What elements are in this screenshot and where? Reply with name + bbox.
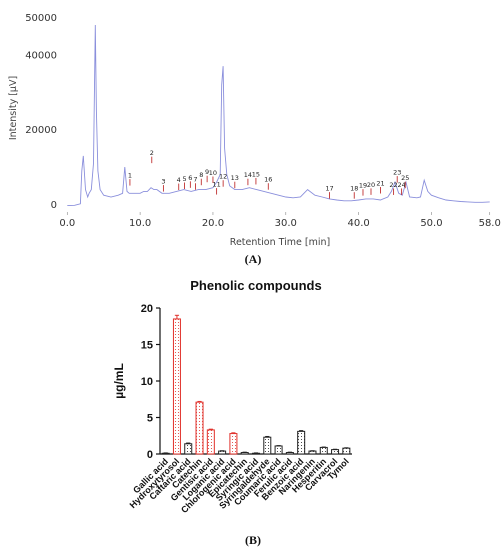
bar	[319, 446, 328, 455]
peak-label: 10	[209, 169, 217, 177]
peak-label: 2	[150, 149, 154, 157]
y-tick-label: 40000	[25, 50, 57, 61]
bar-axes: 0 5 10 15 20	[141, 303, 352, 461]
peak-label: 9	[205, 168, 209, 176]
bar	[184, 443, 193, 455]
peak-label: 11	[212, 181, 220, 189]
x-tick-label: 40.0	[347, 218, 369, 229]
panel-label-a: (A)	[245, 252, 262, 266]
chromatogram-trace	[67, 24, 490, 207]
x-tick-label: 30.0	[275, 218, 297, 229]
peak-label: 3	[161, 178, 165, 186]
peak-label: 4	[177, 176, 181, 184]
x-tick-label: 50.0	[420, 218, 442, 229]
bar	[331, 449, 340, 455]
bars	[161, 314, 351, 455]
bar	[218, 450, 227, 455]
bar	[172, 318, 181, 455]
x-tick-label: 58.0	[479, 218, 501, 229]
y-tick-label: 50000	[25, 13, 57, 24]
peak-label: 23	[393, 169, 401, 177]
peak-label: 17	[325, 185, 333, 193]
bar	[308, 450, 317, 455]
peak-label: 7	[193, 176, 197, 184]
y-tick-label: 5	[147, 413, 153, 425]
peak-label: 22	[389, 181, 397, 189]
bar	[297, 430, 306, 455]
peak-label: 14	[244, 171, 252, 179]
peak-label: 8	[199, 171, 203, 179]
peak-label: 16	[264, 176, 272, 184]
peak-label: 24	[397, 181, 405, 189]
chromatogram-chart: 0.0 10.0 20.0 30.0 40.0 50.0 58.0 0 20000 40000 50…	[8, 13, 501, 266]
y-tick-label: 10	[141, 376, 153, 388]
x-tick-label: 10.0	[129, 218, 151, 229]
y-axis-title: Intensity [µV]	[8, 76, 19, 140]
chromatogram-axes: 0.0 10.0 20.0 30.0 40.0 50.0 58.0 0 20000 40000 50…	[25, 13, 501, 229]
bar	[195, 401, 204, 455]
peak-label: 6	[188, 174, 192, 182]
phenolic-bar-chart: Phenolic compounds 0 5 10 15 20 Gallic acidH…	[112, 278, 352, 547]
bar	[285, 452, 294, 455]
peak-label: 1	[128, 172, 132, 180]
x-tick-label: 0.0	[59, 218, 75, 229]
y-tick-label: 0	[147, 449, 153, 461]
x-tick-label: 20.0	[202, 218, 224, 229]
bar	[229, 433, 238, 455]
peak-label: 25	[401, 174, 409, 182]
panel-label-b: (B)	[245, 533, 261, 547]
peak-label: 21	[376, 179, 384, 187]
y-tick-label: 20000	[25, 125, 57, 136]
peak-label: 13	[231, 174, 239, 182]
chart-title: Phenolic compounds	[190, 278, 321, 293]
bar	[206, 429, 215, 455]
y-axis-title: µg/mL	[112, 363, 126, 399]
y-tick-label: 0	[51, 200, 57, 211]
peak-label: 20	[367, 181, 375, 189]
peak-label: 5	[182, 175, 186, 183]
x-axis-title: Retention Time [min]	[230, 237, 330, 248]
bar	[240, 452, 249, 455]
y-tick-label: 15	[141, 340, 153, 352]
y-tick-label: 20	[141, 303, 153, 315]
peak-label: 15	[252, 170, 260, 178]
peak-label: 19	[359, 182, 367, 190]
peak-label: 12	[219, 173, 227, 181]
peak-label: 18	[350, 185, 358, 193]
bar	[274, 445, 283, 455]
bar	[342, 447, 351, 455]
bar	[263, 436, 272, 455]
